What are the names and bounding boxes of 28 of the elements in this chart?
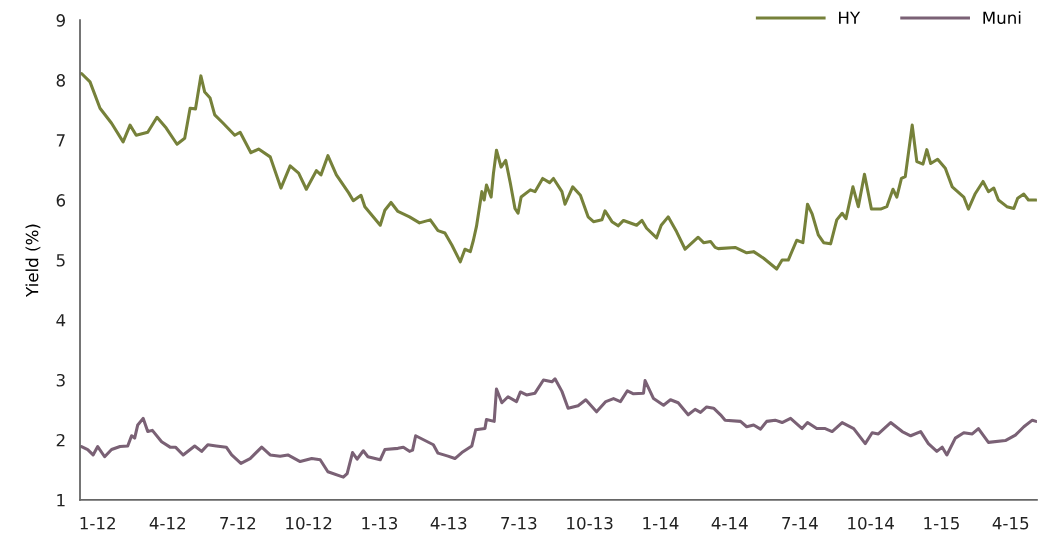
y-tick-label: 5 xyxy=(56,254,65,267)
x-tick-label: 4-13 xyxy=(430,516,467,530)
line-series xyxy=(80,377,1037,479)
y-tick-label: 4 xyxy=(56,314,66,327)
x-tick-label: 1-13 xyxy=(362,516,398,530)
x-tick-label: 7-12 xyxy=(220,516,256,530)
legend-label: HY xyxy=(839,11,861,24)
x-tick-label: 4-15 xyxy=(992,517,1029,530)
x-tick-label: 4-12 xyxy=(149,516,186,530)
x-tick-label: 10-13 xyxy=(567,516,613,530)
y-tick-label: 2 xyxy=(56,433,65,447)
y-tick-label: 8 xyxy=(56,74,65,87)
legend-label: Muni xyxy=(983,11,1021,25)
x-tick-label: 1-14 xyxy=(643,517,679,530)
x-tick-label: 1-12 xyxy=(80,516,115,530)
x-tick-label: 10-12 xyxy=(286,516,332,530)
x-tick-label: 10-14 xyxy=(848,516,894,530)
y-tick-label: 3 xyxy=(56,373,65,387)
x-tick-label: 1-15 xyxy=(924,517,959,530)
y-tick-label: 1 xyxy=(57,494,65,507)
y-tick-label: 7 xyxy=(56,134,65,147)
y-tick-label: 6 xyxy=(56,194,66,207)
x-tick-label: 7-14 xyxy=(782,517,818,530)
y-tick-label: 9 xyxy=(56,14,65,27)
x-tick-label: 7-13 xyxy=(501,516,537,530)
y-axis-title: Yield (%) xyxy=(25,224,41,297)
line-series xyxy=(80,71,1037,271)
x-tick-label: 4-14 xyxy=(711,517,748,530)
